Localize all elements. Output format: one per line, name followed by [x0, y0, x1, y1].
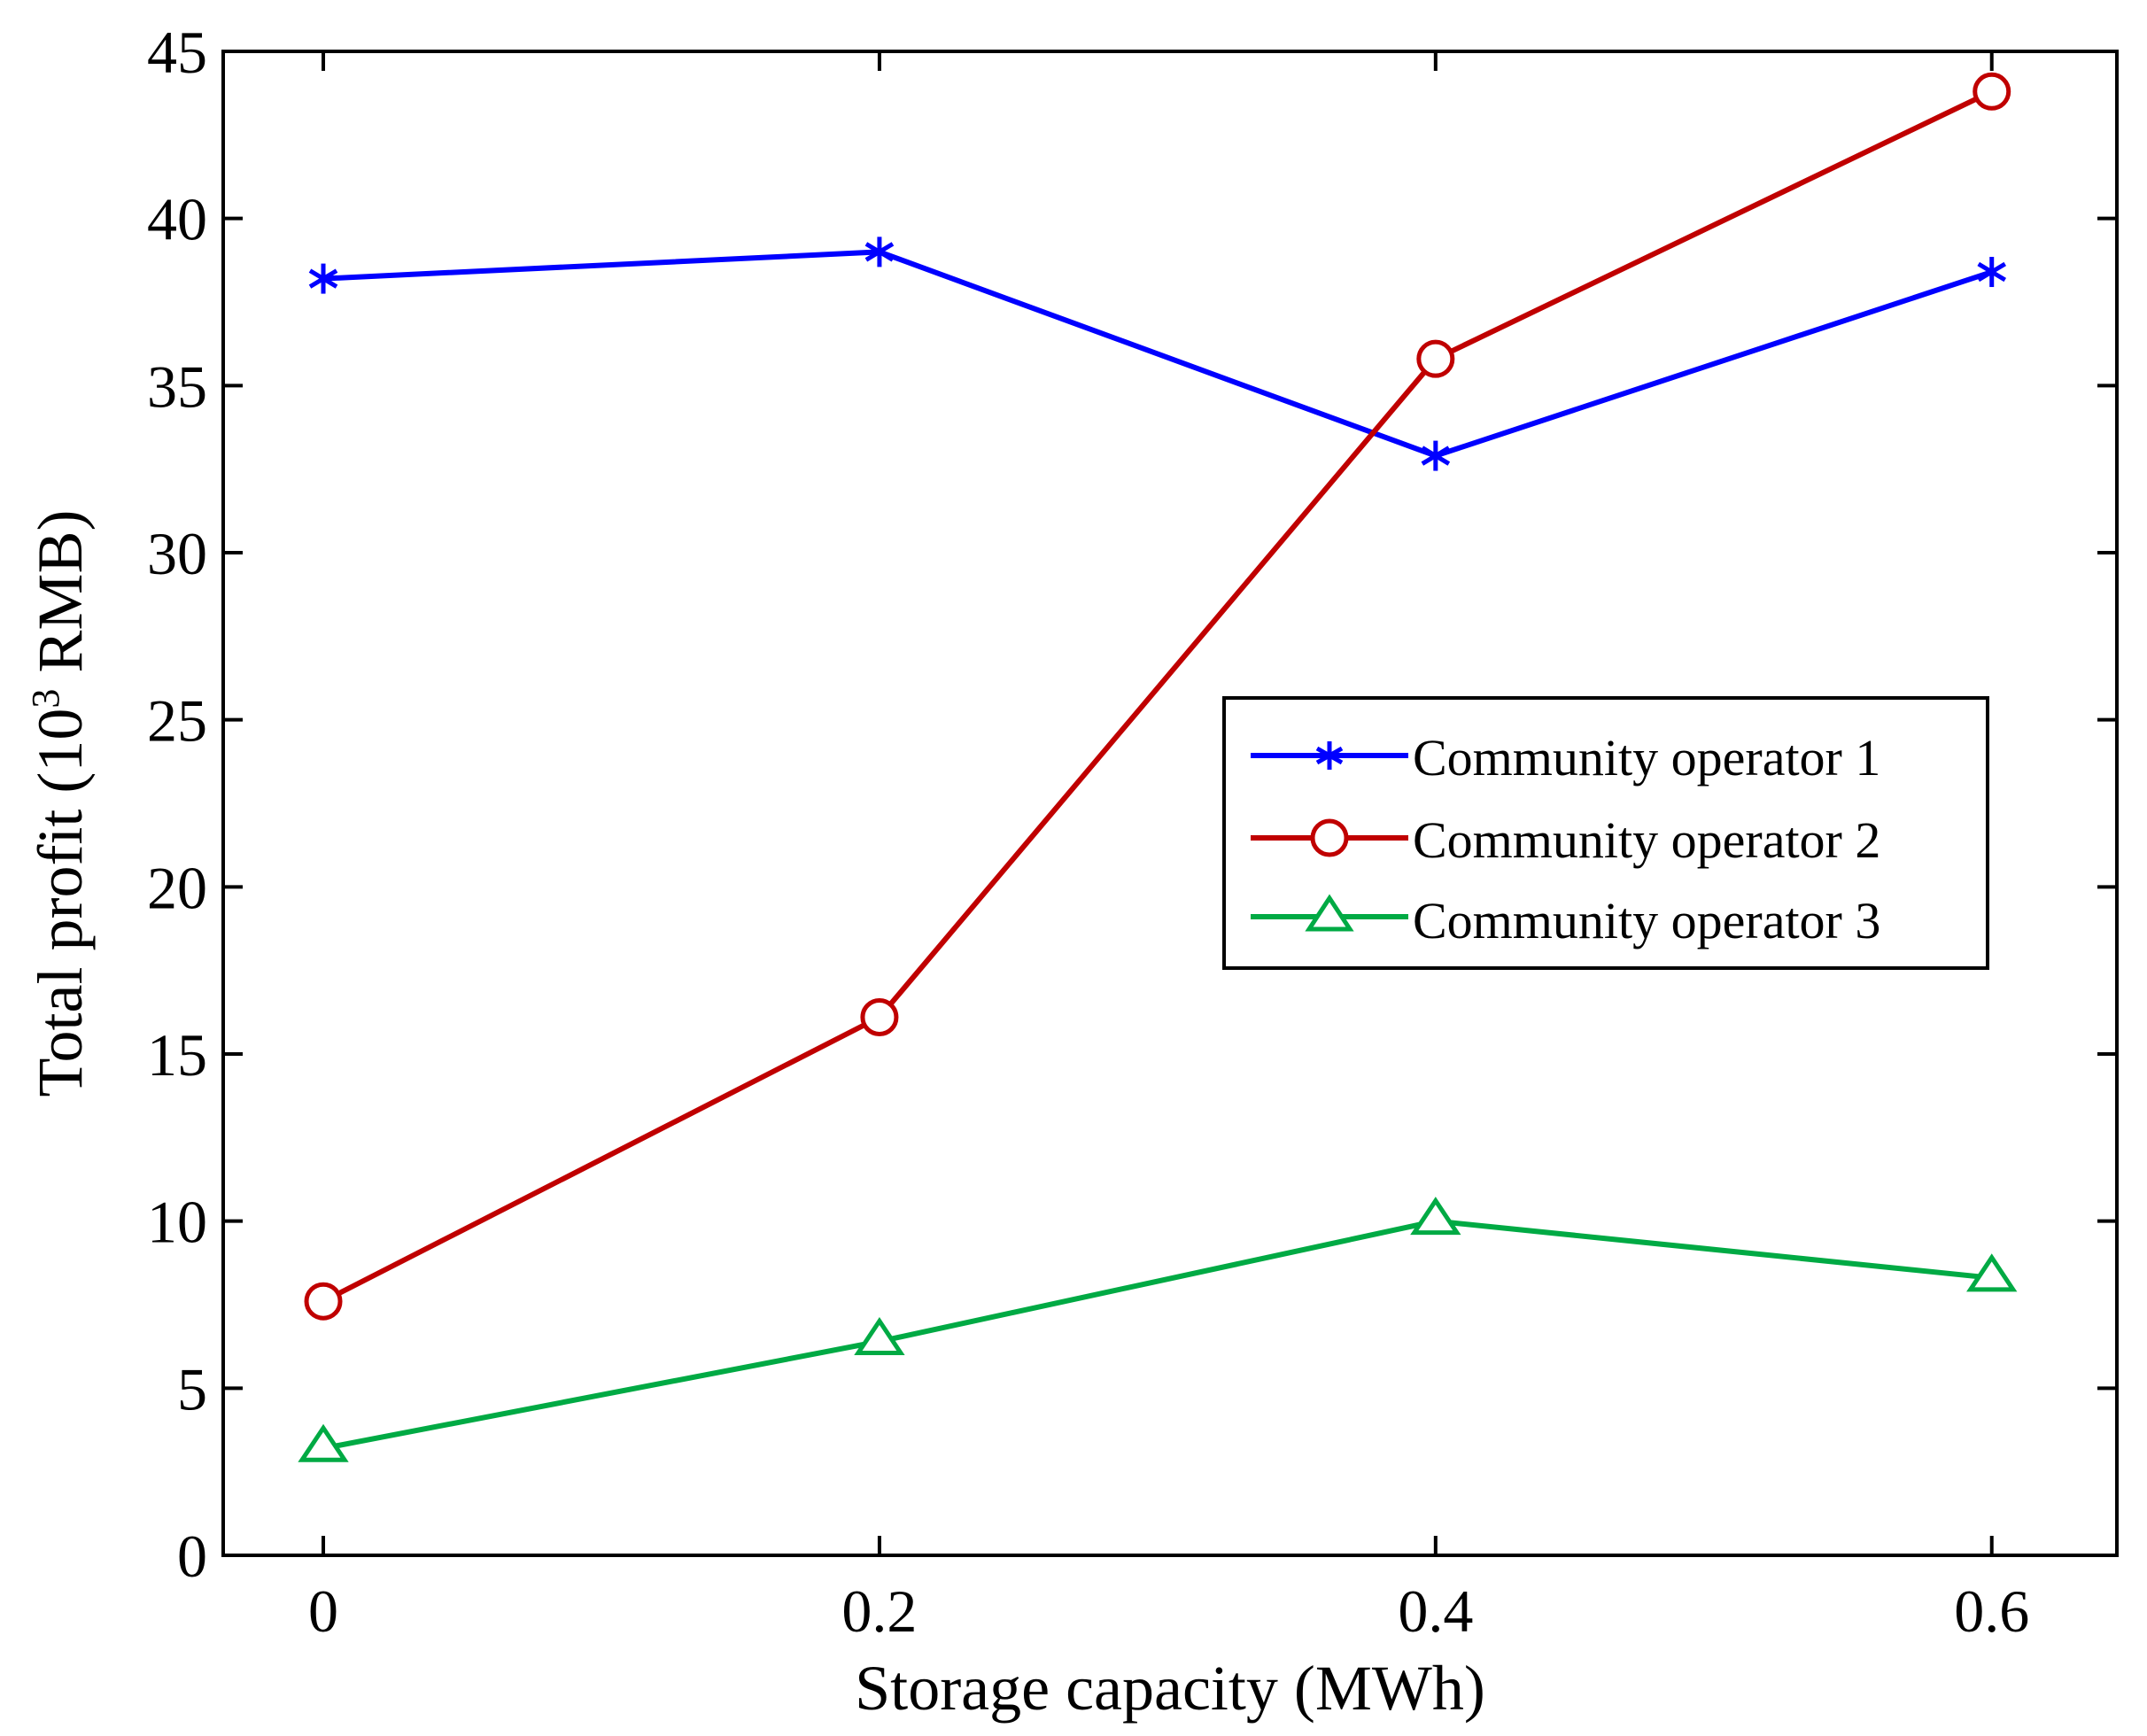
axis-ticks: [223, 50, 2117, 1557]
x-tick-label: 0.4: [1398, 1577, 1473, 1645]
y-tick-label: 30: [147, 520, 207, 587]
y-tick-label: 0: [177, 1523, 207, 1590]
series-line-3: [322, 1218, 1993, 1452]
data-point-asterisk: [308, 263, 338, 294]
data-point-circle: [860, 997, 899, 1036]
legend-item-community-operator-2: Community operator 2: [1251, 811, 1880, 869]
data-point-circle: [304, 1282, 343, 1321]
plot-area-frame: [221, 50, 2119, 1557]
legend-asterisk-marker-icon: [1315, 741, 1344, 770]
y-tick-label: 15: [147, 1021, 207, 1089]
axis-tick-labels: 0 0.2 0.4 0.6 0 5 10 15 20 25 30 35 40 45: [147, 19, 2029, 1645]
y-tick-label: 10: [147, 1189, 207, 1256]
y-axis-label: Total profit (103 RMB): [24, 510, 96, 1097]
y-tick-label: 25: [147, 687, 207, 755]
x-tick-label: 0.6: [1954, 1577, 2029, 1645]
y-axis-label-prefix: Total profit (10: [25, 709, 96, 1097]
y-axis-label-superscript: 3: [24, 689, 67, 709]
data-point-asterisk: [1421, 440, 1451, 471]
legend-box: [1222, 696, 1989, 970]
legend: Community operator 1 Community operator …: [1222, 696, 1989, 970]
y-tick-label: 40: [147, 186, 207, 253]
data-point-triangle: [1966, 1253, 2018, 1292]
data-point-asterisk: [864, 236, 895, 267]
data-point-circle: [1973, 72, 2011, 111]
data-point-triangle: [854, 1316, 905, 1356]
series-line-2: [322, 89, 1994, 1304]
data-point-asterisk: [1977, 257, 2007, 288]
x-tick-label: 0: [308, 1577, 338, 1645]
legend-label-series-1: Community operator 1: [1413, 729, 1880, 787]
data-point-triangle: [298, 1423, 349, 1462]
y-tick-label: 20: [147, 854, 207, 921]
legend-triangle-marker-icon: [1305, 894, 1354, 932]
x-tick-label: 0.2: [841, 1577, 917, 1645]
series-markers: [298, 72, 2018, 1462]
data-point-triangle: [1410, 1197, 1461, 1236]
legend-circle-marker-icon: [1310, 818, 1349, 857]
legend-label-series-2: Community operator 2: [1413, 811, 1880, 869]
x-axis-label: Storage capacity (MWh): [855, 1653, 1485, 1724]
y-tick-label: 45: [147, 19, 207, 86]
legend-item-community-operator-3: Community operator 3: [1251, 892, 1880, 949]
series-line-1: [322, 249, 1993, 459]
y-axis-label-suffix: RMB): [25, 510, 96, 689]
legend-item-community-operator-1: Community operator 1: [1251, 729, 1880, 787]
legend-label-series-3: Community operator 3: [1413, 892, 1880, 949]
data-point-circle: [1416, 339, 1455, 378]
y-tick-label: 5: [177, 1355, 207, 1422]
series-lines: [322, 89, 1994, 1452]
y-tick-label: 35: [147, 353, 207, 420]
